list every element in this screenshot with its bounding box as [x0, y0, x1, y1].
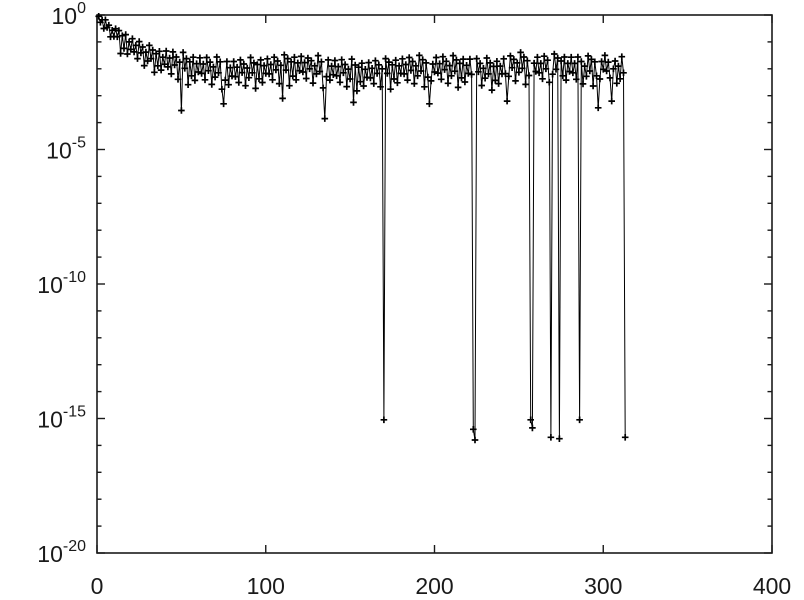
x-tick-label: 0: [91, 573, 104, 599]
plot-border: [96, 14, 773, 554]
x-tick-label: 100: [247, 573, 285, 599]
x-tick-label: 200: [415, 573, 453, 599]
x-tick-label: 400: [753, 573, 791, 599]
y-tick-label: 10-15: [37, 404, 86, 433]
y-tick-label: 100: [52, 0, 87, 29]
x-tick-label: 300: [584, 573, 622, 599]
series-markers: [95, 13, 629, 444]
y-tick-label: 10-10: [37, 269, 86, 298]
y-tick-label: 10-20: [37, 538, 86, 567]
y-tick-label: 10-5: [46, 135, 86, 164]
